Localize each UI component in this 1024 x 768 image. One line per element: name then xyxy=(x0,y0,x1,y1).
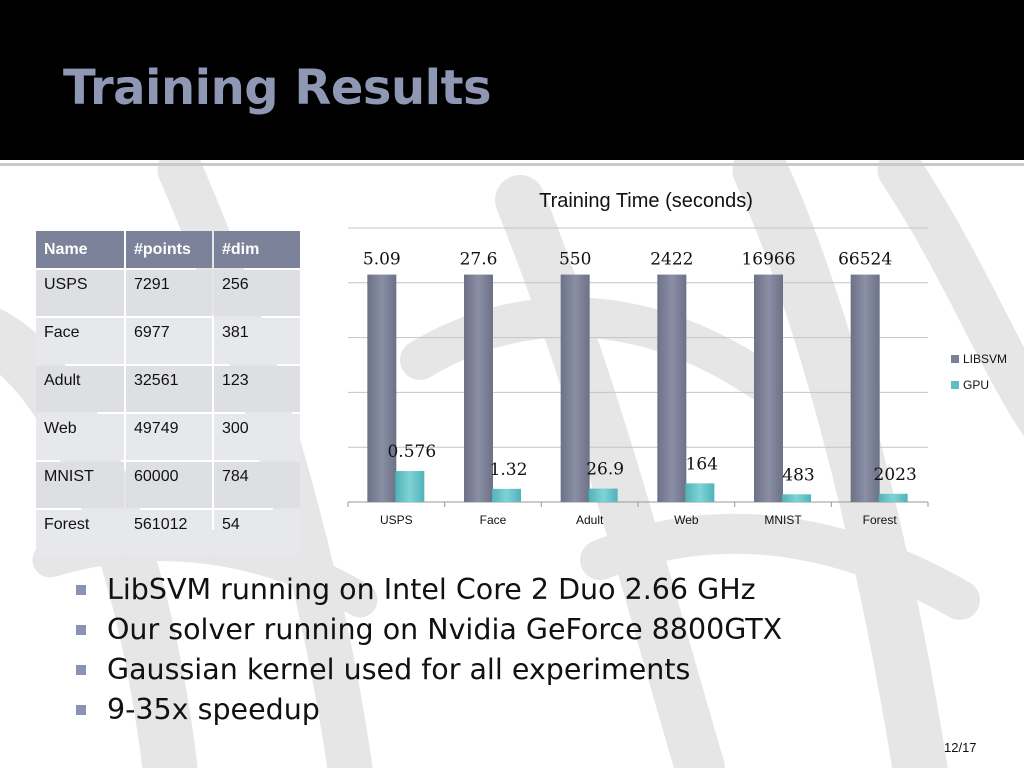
bullet-text: Gaussian kernel used for all experiments xyxy=(107,653,691,686)
table-cell: 60000 xyxy=(126,462,212,508)
bar-gpu xyxy=(492,488,521,502)
table-row: Forest 561012 54 xyxy=(36,510,300,556)
column-header: #points xyxy=(126,231,212,268)
legend-label: LIBSVM xyxy=(963,352,1007,366)
legend-label: GPU xyxy=(963,378,989,392)
bar-gpu xyxy=(782,494,811,502)
data-label-libsvm: 66524 xyxy=(838,250,892,270)
table-cell: 6977 xyxy=(126,318,212,364)
header-divider xyxy=(0,163,1024,166)
bar-gpu xyxy=(878,493,908,502)
table-cell: Web xyxy=(36,414,124,460)
table-cell: USPS xyxy=(36,270,124,316)
bar-libsvm xyxy=(464,274,493,502)
bullet-square-icon xyxy=(76,625,86,635)
table-row: Web 49749 300 xyxy=(36,414,300,460)
bullet-text: LibSVM running on Intel Core 2 Duo 2.66 … xyxy=(107,573,756,606)
slide-title: Training Results xyxy=(63,60,492,116)
dataset-table: Name #points #dim USPS 7291 256 Face 697… xyxy=(34,229,302,558)
column-header: #dim xyxy=(214,231,300,268)
bar-libsvm xyxy=(850,274,880,502)
data-label-gpu: 483 xyxy=(782,465,814,485)
table-cell: 7291 xyxy=(126,270,212,316)
table-row: USPS 7291 256 xyxy=(36,270,300,316)
bullet-text: Our solver running on Nvidia GeForce 880… xyxy=(107,613,783,646)
bullet-item: 9-35x speedup xyxy=(72,690,782,730)
data-label-gpu: 164 xyxy=(686,454,718,474)
data-label-gpu: 1.32 xyxy=(490,460,528,480)
bar-gpu xyxy=(395,471,425,502)
training-time-chart: Training Time (seconds) 5.09 0.576 USPS 27.6… xyxy=(347,190,1007,527)
bar-gpu xyxy=(588,488,618,502)
legend-swatch xyxy=(951,381,959,389)
table-cell: Face xyxy=(36,318,124,364)
bar-libsvm xyxy=(367,274,397,502)
category-label: Forest xyxy=(863,513,898,527)
chart-title: Training Time (seconds) xyxy=(539,190,753,212)
table-row: Face 6977 381 xyxy=(36,318,300,364)
bullet-item: Our solver running on Nvidia GeForce 880… xyxy=(72,610,782,650)
data-label-libsvm: 27.6 xyxy=(460,250,498,270)
bullet-square-icon xyxy=(76,585,86,595)
table-cell: Forest xyxy=(36,510,124,556)
table-cell: MNIST xyxy=(36,462,124,508)
category-label: Web xyxy=(674,513,699,527)
bar-gpu xyxy=(685,483,715,502)
bar-libsvm xyxy=(754,274,783,502)
column-header: Name xyxy=(36,231,124,268)
table-cell: 381 xyxy=(214,318,300,364)
table-cell: 784 xyxy=(214,462,300,508)
table-cell: 256 xyxy=(214,270,300,316)
category-label: USPS xyxy=(380,513,413,527)
data-label-libsvm: 5.09 xyxy=(363,250,401,270)
table-row: MNIST 60000 784 xyxy=(36,462,300,508)
data-label-gpu: 2023 xyxy=(874,465,917,485)
category-label: MNIST xyxy=(764,513,802,527)
data-label-libsvm: 550 xyxy=(559,250,591,270)
category-label: Face xyxy=(480,513,507,527)
data-label-gpu: 0.576 xyxy=(387,442,436,462)
bullet-list: LibSVM running on Intel Core 2 Duo 2.66 … xyxy=(72,570,782,730)
data-label-libsvm: 16966 xyxy=(741,250,795,270)
bullet-square-icon xyxy=(76,705,86,715)
bullet-text: 9-35x speedup xyxy=(107,693,320,726)
bar-libsvm xyxy=(657,274,687,502)
data-label-libsvm: 2422 xyxy=(650,250,693,270)
page-number: 12/17 xyxy=(944,740,977,755)
table-cell: Adult xyxy=(36,366,124,412)
table-cell: 561012 xyxy=(126,510,212,556)
title-banner: Training Results xyxy=(0,0,1024,160)
bullet-item: Gaussian kernel used for all experiments xyxy=(72,650,782,690)
table-cell: 300 xyxy=(214,414,300,460)
data-label-gpu: 26.9 xyxy=(586,460,624,480)
table-row: Adult 32561 123 xyxy=(36,366,300,412)
bar-libsvm xyxy=(560,274,590,502)
table-cell: 54 xyxy=(214,510,300,556)
bullet-square-icon xyxy=(76,665,86,675)
table-cell: 123 xyxy=(214,366,300,412)
category-label: Adult xyxy=(576,513,604,527)
legend-swatch xyxy=(951,355,959,363)
bullet-item: LibSVM running on Intel Core 2 Duo 2.66 … xyxy=(72,570,782,610)
table-header-row: Name #points #dim xyxy=(36,231,300,268)
table-cell: 32561 xyxy=(126,366,212,412)
table-cell: 49749 xyxy=(126,414,212,460)
